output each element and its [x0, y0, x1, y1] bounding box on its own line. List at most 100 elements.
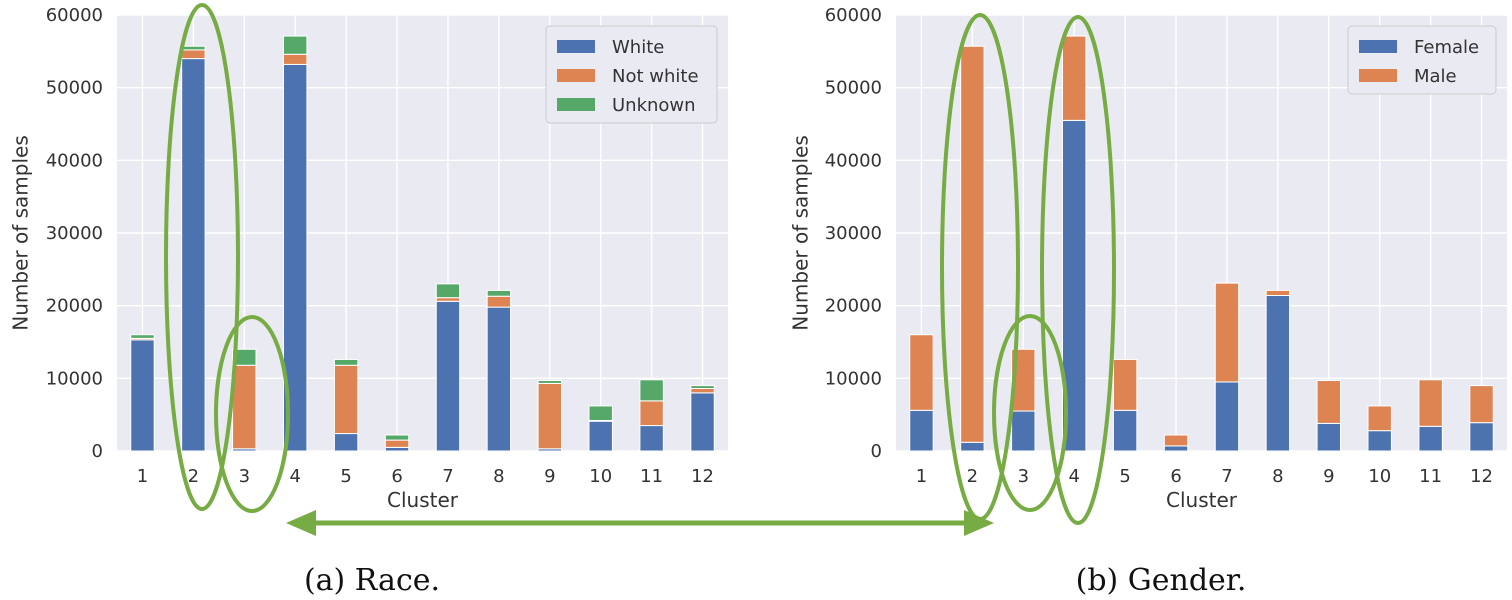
bar-segment-unknown [232, 348, 257, 366]
bar-segment-unknown [486, 289, 512, 297]
x-tick-label: 5 [1119, 466, 1130, 487]
y-tick-label: 10000 [825, 368, 882, 389]
bar-segment-unknown [537, 380, 563, 384]
x-tick-label: 12 [1470, 466, 1493, 487]
legend-swatch [1359, 69, 1397, 82]
y-tick-label: 30000 [825, 223, 882, 244]
y-tick-label: 50000 [46, 78, 103, 99]
bar-segment-unknown [384, 434, 410, 441]
bar-segment-unknown [690, 385, 715, 390]
figure-caption: (a) Race. [304, 563, 440, 598]
highlight-ellipse [164, 3, 240, 511]
x-tick-label: 6 [1170, 466, 1181, 487]
bar-segment-unknown [435, 283, 461, 299]
y-tick-label: 20000 [825, 296, 882, 317]
y-tick-label: 50000 [825, 78, 882, 99]
bar-segment-unknown [639, 379, 664, 402]
bar-segment-white [639, 425, 664, 452]
x-tick-label: 2 [967, 466, 978, 487]
bar-segment-female [1418, 425, 1443, 452]
y-tick-label: 40000 [825, 150, 882, 171]
bar-segment-male [960, 45, 985, 443]
x-axis-label: Cluster [1166, 488, 1238, 512]
bar-segment-male [1367, 405, 1392, 432]
bar-segment-female [1163, 445, 1189, 452]
x-tick-label: 7 [1221, 466, 1232, 487]
x-tick-label: 5 [340, 466, 351, 487]
x-tick-label: 8 [1272, 466, 1283, 487]
x-tick-label: 12 [691, 466, 714, 487]
legend-label: White [612, 37, 664, 58]
x-tick-label: 1 [137, 466, 148, 487]
bar-segment-male [1316, 380, 1342, 424]
x-tick-label: 8 [493, 466, 504, 487]
y-tick-label: 0 [92, 441, 103, 462]
bar-segment-male [909, 334, 934, 411]
bar-segment-white [690, 392, 715, 452]
bar-segment-white [435, 300, 461, 452]
bar-segment-female [909, 409, 934, 452]
bar-segment-white [130, 339, 155, 452]
legend-swatch [557, 40, 595, 53]
bar-segment-female [1214, 381, 1240, 452]
bar-segment-white [384, 446, 410, 452]
x-tick-label: 6 [391, 466, 402, 487]
figure-caption: (b) Gender. [1076, 563, 1247, 598]
x-tick-label: 7 [442, 466, 453, 487]
y-tick-label: 30000 [46, 223, 103, 244]
x-tick-label: 10 [589, 466, 612, 487]
highlight-ellipse [1040, 15, 1116, 525]
y-tick-label: 60000 [46, 5, 103, 26]
legend: White Not white Unknown [545, 25, 718, 124]
bar-segment-female [960, 441, 985, 452]
bar-segment-not-white [690, 388, 715, 394]
bar-segment-not-white [181, 49, 206, 60]
bar-segment-female [1367, 430, 1392, 452]
x-tick-label: 3 [1018, 466, 1029, 487]
bar-segment-white [486, 306, 512, 452]
bar-segment-not-white [282, 53, 308, 65]
x-tick-label: 4 [289, 466, 300, 487]
bar-segment-male [1011, 348, 1036, 412]
y-tick-label: 60000 [825, 5, 882, 26]
bar-segment-not-white [232, 364, 257, 450]
legend-swatch [1359, 40, 1397, 53]
bar-segment-female [1265, 294, 1291, 452]
bar-segment-white [181, 58, 206, 452]
bar-segment-unknown [181, 45, 206, 51]
highlight-overlay [164, 3, 1116, 536]
bar-segment-not-white [537, 382, 563, 450]
bar-segment-male [1112, 358, 1138, 411]
bar-segment-unknown [130, 334, 155, 339]
y-tick-label: 40000 [46, 150, 103, 171]
legend-label: Unknown [612, 95, 696, 116]
bar-segment-female [1011, 410, 1036, 452]
highlight-ellipse [214, 315, 290, 513]
bar-segment-not-white [639, 400, 664, 427]
y-tick-label: 10000 [46, 368, 103, 389]
legend: Female Male [1347, 25, 1497, 95]
x-tick-label: 9 [1323, 466, 1334, 487]
x-tick-label: 2 [188, 466, 199, 487]
bar-segment-unknown [282, 35, 308, 55]
x-tick-label: 10 [1368, 466, 1391, 487]
y-axis-label: Number of samples [789, 135, 813, 330]
legend-swatch [557, 98, 595, 111]
bar-segment-unknown [588, 405, 613, 421]
arrow-head-right [964, 510, 994, 536]
y-tick-label: 20000 [46, 296, 103, 317]
legend-label: Female [1414, 37, 1479, 58]
bar-segment-male [1163, 434, 1189, 447]
arrow-head-left [286, 510, 316, 536]
legend-label: Male [1414, 66, 1457, 87]
bar-segment-female [1469, 422, 1494, 452]
x-axis-label: Cluster [387, 488, 459, 512]
bar-segment-white [588, 420, 613, 452]
bar-segment-not-white [486, 295, 512, 308]
x-tick-label: 1 [916, 466, 927, 487]
bar-segment-male [1214, 282, 1240, 383]
bar-segment-not-white [435, 297, 461, 302]
